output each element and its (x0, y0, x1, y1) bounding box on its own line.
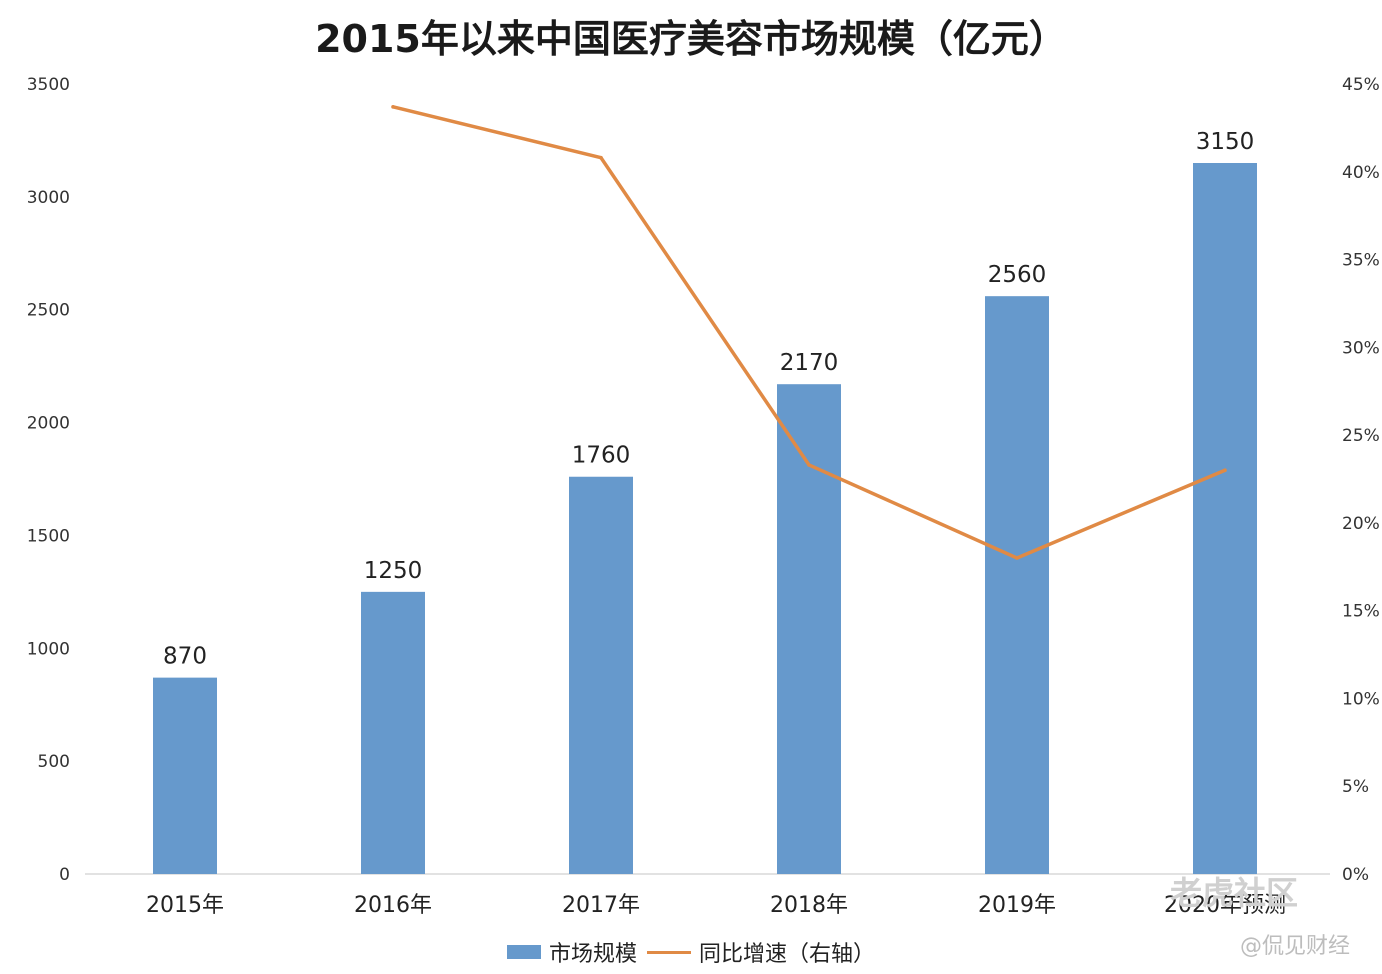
bar (777, 384, 841, 874)
growth-point (391, 105, 395, 109)
data-label: 1250 (364, 558, 423, 584)
category-label: 2018年 (770, 893, 848, 918)
growth-point (807, 463, 811, 467)
data-label: 870 (163, 644, 207, 670)
watermark-source: @侃见财经 (1240, 934, 1351, 959)
bar (569, 476, 633, 874)
left-tick-label: 1500 (27, 526, 70, 546)
right-tick-label: 15% (1342, 602, 1380, 622)
right-tick-label: 5% (1342, 777, 1369, 797)
data-label: 2170 (780, 350, 839, 376)
data-label: 3150 (1196, 129, 1255, 155)
left-tick-label: 1000 (27, 639, 70, 659)
category-label: 2020年预测 (1164, 893, 1286, 918)
right-tick-label: 10% (1342, 689, 1380, 709)
bar (153, 677, 217, 874)
bar (1193, 163, 1257, 874)
chart-title: 2015年以来中国医疗美容市场规模（亿元） (315, 17, 1067, 61)
category-label: 2017年 (562, 893, 640, 918)
growth-point (1223, 468, 1227, 473)
right-tick-label: 30% (1342, 338, 1380, 358)
legend-item-line: 同比增速（右轴） (647, 936, 875, 968)
right-tick-label: 25% (1342, 426, 1380, 446)
right-tick-label: 45% (1342, 75, 1380, 95)
legend-bar-swatch (506, 945, 541, 959)
legend: 市场规模 同比增速（右轴） (0, 936, 1382, 968)
left-tick-label: 2000 (27, 414, 70, 434)
category-label: 2016年 (354, 893, 432, 918)
growth-point (1015, 556, 1019, 560)
bar (361, 591, 425, 874)
left-tick-label: 3000 (27, 188, 70, 208)
left-tick-label: 0 (59, 865, 70, 885)
watermark-logo-text: 老虎社区 (1170, 874, 1299, 912)
data-label: 2560 (988, 262, 1047, 288)
right-tick-label: 0% (1342, 865, 1369, 885)
right-tick-label: 20% (1342, 514, 1380, 534)
data-label: 1760 (572, 443, 631, 469)
legend-line-label: 同比增速（右轴） (699, 942, 876, 967)
right-tick-label: 35% (1342, 251, 1380, 271)
right-tick-label: 40% (1342, 163, 1380, 183)
left-tick-label: 500 (38, 752, 70, 772)
legend-bar-label: 市场规模 (548, 942, 637, 967)
left-tick-label: 2500 (27, 301, 70, 321)
left-tick-label: 3500 (27, 75, 70, 95)
legend-line-swatch (647, 950, 691, 954)
legend-item-bar: 市场规模 (506, 936, 637, 968)
bar (985, 296, 1049, 875)
category-label: 2015年 (146, 893, 224, 918)
category-label: 2019年 (978, 893, 1056, 918)
growth-point (599, 155, 603, 160)
